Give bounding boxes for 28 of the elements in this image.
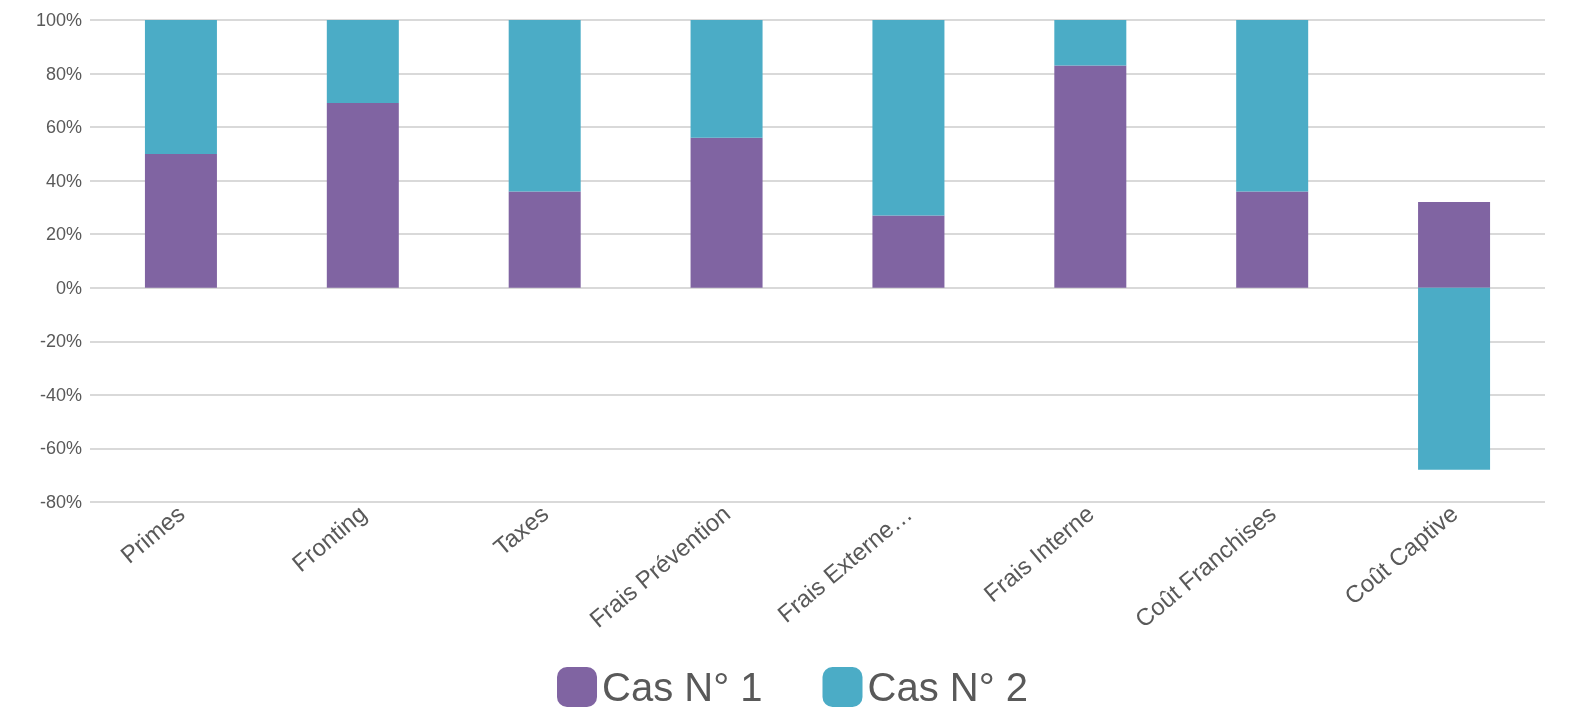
bar bbox=[326, 20, 399, 104]
bar bbox=[326, 103, 399, 288]
bar bbox=[872, 215, 945, 288]
y-tick-label: 20% bbox=[45, 224, 82, 245]
bar bbox=[1418, 202, 1491, 288]
y-tick-label: 40% bbox=[45, 170, 82, 191]
bar bbox=[1054, 20, 1127, 66]
bar bbox=[1236, 191, 1309, 288]
legend-label: Cas N° 1 bbox=[602, 665, 763, 709]
y-tick-label: 100% bbox=[35, 10, 82, 30]
bar bbox=[508, 20, 581, 192]
y-tick-label: -60% bbox=[39, 438, 82, 459]
bar bbox=[1418, 287, 1491, 470]
bar bbox=[872, 20, 945, 216]
bar bbox=[690, 137, 763, 288]
y-tick-label: 80% bbox=[45, 63, 82, 84]
y-tick-label: 0% bbox=[55, 277, 82, 298]
bar bbox=[1236, 20, 1309, 192]
bar bbox=[508, 191, 581, 288]
bar bbox=[144, 153, 217, 288]
y-tick-label: -20% bbox=[39, 331, 82, 352]
legend-label: Cas N° 2 bbox=[867, 665, 1028, 709]
y-tick-label: -80% bbox=[39, 492, 82, 512]
bar bbox=[690, 20, 763, 138]
bar bbox=[1054, 65, 1127, 288]
y-tick-label: 60% bbox=[45, 117, 82, 138]
y-tick-label: -40% bbox=[39, 384, 82, 405]
bar bbox=[144, 20, 217, 154]
